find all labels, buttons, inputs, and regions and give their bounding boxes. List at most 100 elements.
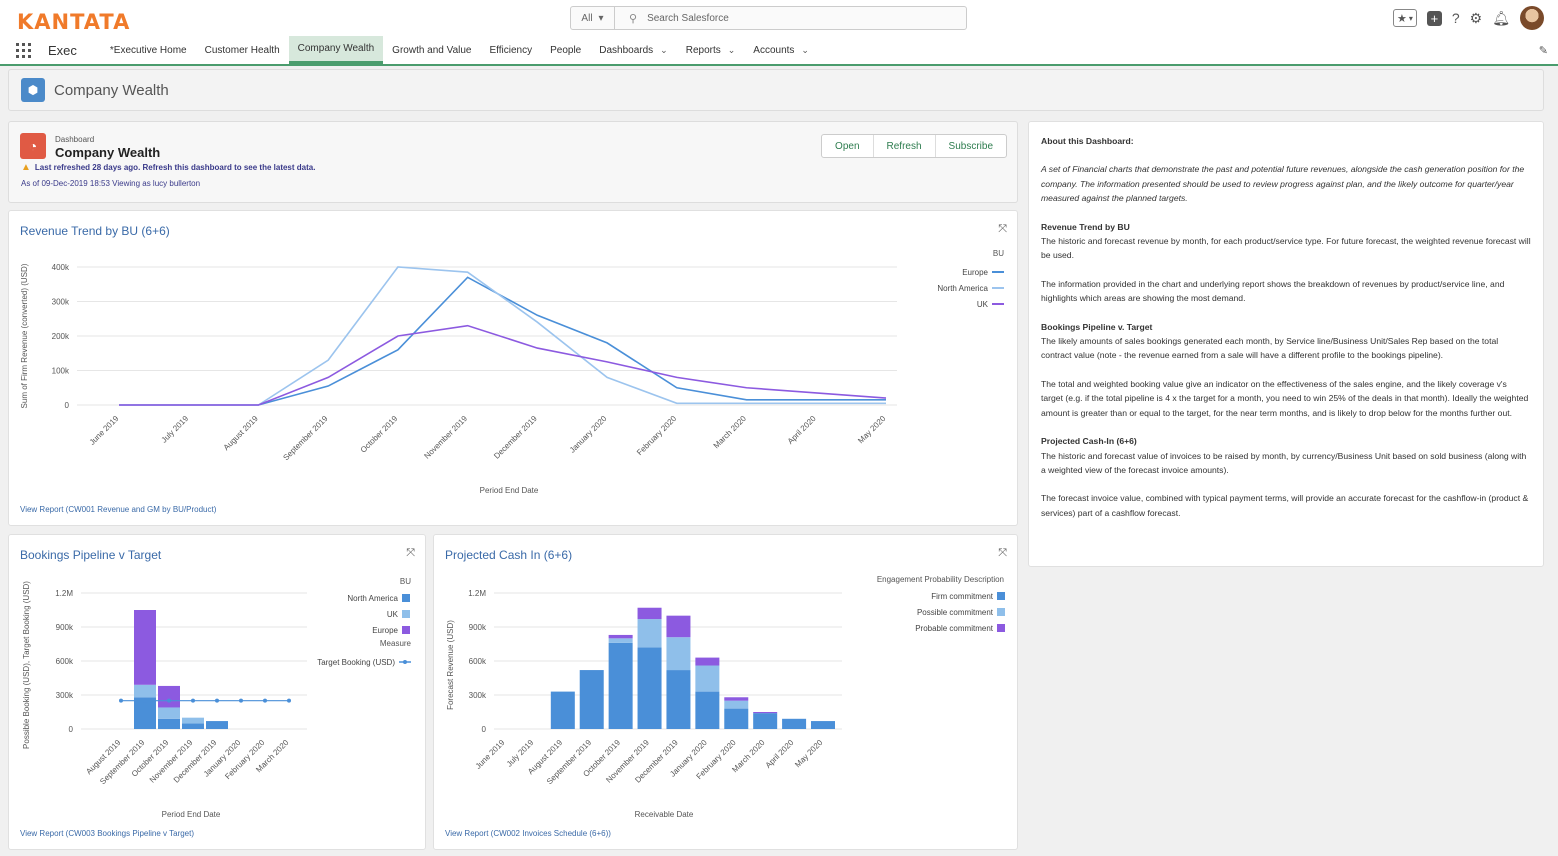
bar-segment (782, 718, 807, 729)
app-launcher-icon[interactable] (16, 42, 31, 58)
dashboard-type-label: Dashboard (55, 135, 95, 144)
bar-segment (724, 708, 749, 729)
legend-measure-title: Measure (380, 639, 412, 648)
open-button[interactable]: Open (822, 135, 874, 157)
chevron-down-icon[interactable]: ⌄ (660, 44, 668, 55)
legend-marker (403, 660, 407, 664)
expand-icon[interactable]: ⤧ (998, 547, 1007, 559)
about-section-title: Projected Cash-In (6+6) (1041, 436, 1137, 447)
legend-swatch (402, 594, 410, 602)
dashboard-actions: Open Refresh Subscribe (821, 134, 1007, 158)
app-name: Exec (48, 42, 77, 58)
x-tick-label: January 2020 (568, 414, 609, 455)
bar-segment (134, 697, 156, 729)
help-icon[interactable]: ? (1451, 10, 1460, 26)
nav-item-people[interactable]: People (541, 36, 590, 64)
nav-item-company-wealth[interactable]: Company Wealth (288, 36, 384, 64)
nav-item-label: Efficiency (489, 44, 533, 56)
nav-item-customer-health[interactable]: Customer Health (196, 36, 289, 64)
bar-segment (608, 634, 633, 639)
bar-segment (182, 723, 204, 729)
bar-segment (637, 607, 662, 620)
subscribe-button[interactable]: Subscribe (948, 140, 993, 152)
nav-item-growth-and-value[interactable]: Growth and Value (383, 36, 480, 64)
x-tick-label: April 2020 (786, 414, 818, 446)
bell-icon[interactable]: 🔔︎ (1492, 9, 1510, 26)
view-report-link[interactable]: View Report (CW002 Invoices Schedule (6+… (445, 829, 611, 838)
search-scope-dropdown[interactable]: All ▾ (571, 7, 615, 29)
x-tick-label: August 2019 (222, 414, 261, 453)
y-tick-label: 900k (469, 623, 487, 632)
y-axis-label: Possible Booking (USD), Target Booking (… (22, 581, 31, 749)
favorites-button[interactable]: ★ ▾ (1392, 9, 1417, 27)
revenue-trend-chart: 0 100k 200k 300k 400k Sum of Firm Revenue (co… (20, 249, 1004, 495)
nav-item-dashboards[interactable]: Dashboards ⌄ (590, 36, 676, 64)
gear-icon[interactable]: ⚙ (1469, 9, 1483, 26)
dashboard-gauge-icon: ◔ (20, 133, 46, 159)
kantata-logo[interactable]: KANTATA (17, 10, 131, 34)
about-paragraph: The likely amounts of sales bookings gen… (1041, 336, 1499, 361)
legend-title: Engagement Probability Description (877, 575, 1004, 584)
search-icon: ⚲ (629, 12, 638, 25)
x-tick-label: May 2020 (856, 414, 888, 446)
nav-item-efficiency[interactable]: Efficiency (480, 36, 541, 64)
chevron-down-icon[interactable]: ⌄ (801, 44, 809, 55)
y-tick-label: 1.2M (55, 589, 73, 598)
y-tick-label: 900k (56, 623, 74, 632)
global-header: KANTATA All ▾ ⚲ Search Salesforce ★ ▾ + ?… (0, 0, 1558, 66)
legend-label: North America (937, 284, 988, 293)
nav-item-label: Company Wealth (297, 43, 375, 54)
nav-item-reports[interactable]: Reports ⌄ (677, 36, 745, 64)
nav-item-accounts[interactable]: Accounts ⌄ (744, 36, 818, 64)
legend-label: Probable commitment (915, 624, 994, 633)
bar-segment (666, 615, 691, 638)
global-actions-button[interactable]: + (1426, 10, 1442, 26)
projected-cash-in-card: Projected Cash In (6+6) ⤧ 0 300k 600k 900k 1… (433, 534, 1018, 850)
page-title: Company Wealth (54, 81, 169, 99)
chevron-down-icon[interactable]: ⌄ (727, 44, 736, 55)
bar-segment (637, 619, 662, 648)
bar-segment (753, 712, 778, 714)
card-title: Projected Cash In (6+6) (445, 548, 573, 562)
target-point (263, 698, 267, 703)
bar-segment (695, 665, 720, 692)
view-report-link[interactable]: View Report (CW001 Revenue and GM by BU/… (20, 505, 217, 514)
star-icon: ★ (1396, 12, 1407, 25)
global-search[interactable]: All ▾ ⚲ Search Salesforce (570, 6, 967, 30)
bar-segment (134, 610, 156, 685)
expand-icon[interactable]: ⤧ (406, 547, 415, 559)
app-nav-bar: Exec *Executive Home Customer Health Com… (0, 36, 1558, 64)
view-report-link[interactable]: View Report (CW003 Bookings Pipeline v T… (20, 829, 195, 838)
legend-swatch (997, 624, 1005, 632)
card-title: Bookings Pipeline v Target (20, 548, 162, 562)
warning-icon: ▲ (21, 162, 31, 173)
target-point (239, 698, 243, 703)
nav-item-executive-home[interactable]: *Executive Home (101, 36, 196, 64)
target-point (287, 698, 291, 703)
expand-icon[interactable]: ⤧ (998, 223, 1007, 235)
about-heading: About this Dashboard: (1041, 136, 1134, 146)
x-axis-label: Receivable Date (635, 810, 694, 819)
edit-nav-icon[interactable]: ✎ (1538, 45, 1548, 57)
legend-label: Target Booking (USD) (317, 658, 395, 667)
bar-segment (753, 713, 778, 729)
target-point (191, 698, 195, 703)
dashboard-name: Company Wealth (55, 145, 161, 160)
legend-label: UK (387, 610, 399, 619)
y-tick-label: 300k (56, 691, 74, 700)
x-tick-label: October 2019 (359, 414, 400, 455)
header-utility-icons: ★ ▾ + ? ⚙ 🔔︎ (1392, 6, 1544, 30)
bar-segment (134, 684, 156, 698)
chevron-down-icon: ▾ (1408, 13, 1413, 23)
search-scope-label: All (581, 12, 593, 24)
page-header: ⬢ Company Wealth (8, 69, 1544, 111)
legend-title: BU (400, 577, 411, 586)
y-tick-label: 0 (65, 401, 70, 410)
about-section-title: Revenue Trend by BU (1041, 221, 1130, 232)
avatar[interactable] (1520, 6, 1544, 30)
plus-icon: + (1430, 10, 1439, 26)
about-intro: A set of Financial charts that demonstra… (1041, 164, 1525, 204)
legend-swatch (402, 610, 410, 618)
search-input[interactable]: Search Salesforce (647, 12, 729, 24)
refresh-button[interactable]: Refresh (874, 135, 936, 157)
